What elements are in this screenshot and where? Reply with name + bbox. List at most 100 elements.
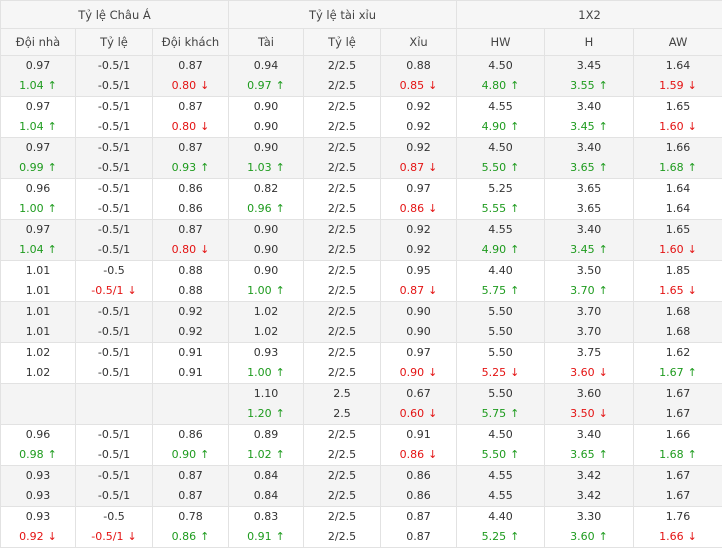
current-odds-value: 0.99 <box>19 158 44 178</box>
current-odds: -0.5/1 <box>76 322 152 342</box>
opening-odds: 1.10 <box>229 384 303 404</box>
current-odds: 3.45 <box>545 117 633 137</box>
current-odds-value: 0.96 <box>247 199 272 219</box>
current-odds-value: 2/2.5 <box>328 322 356 342</box>
current-odds: 0.93 <box>153 158 228 178</box>
opening-odds: 2/2.5 <box>304 302 380 322</box>
current-odds: 1.04 <box>1 76 75 96</box>
current-odds-value: 2/2.5 <box>328 158 356 178</box>
arrow-down-icon <box>200 117 209 137</box>
opening-odds: -0.5/1 <box>76 425 152 445</box>
current-odds-value: 1.01 <box>26 281 51 301</box>
cell-handicap: -0.5/1-0.5/1 <box>76 425 153 466</box>
current-odds: 1.04 <box>1 240 75 260</box>
current-odds-value: 2/2.5 <box>328 281 356 301</box>
current-odds <box>153 404 228 424</box>
opening-odds: 4.40 <box>457 261 544 281</box>
opening-odds: 0.90 <box>229 261 303 281</box>
current-odds: 0.98 <box>1 445 75 465</box>
opening-odds: 0.87 <box>153 466 228 486</box>
current-odds-value: 3.60 <box>570 527 595 547</box>
opening-odds: -0.5/1 <box>76 220 152 240</box>
opening-odds: 0.92 <box>381 97 456 117</box>
current-odds-value: 0.88 <box>178 281 203 301</box>
opening-odds: 2/2.5 <box>304 97 380 117</box>
current-odds: 2/2.5 <box>304 199 380 219</box>
opening-odds: -0.5/1 <box>76 302 152 322</box>
current-odds: 5.50 <box>457 158 544 178</box>
current-odds-value: 5.25 <box>482 363 507 383</box>
current-odds: 2/2.5 <box>304 486 380 506</box>
current-odds: 4.90 <box>457 117 544 137</box>
opening-odds: 4.50 <box>457 425 544 445</box>
opening-odds: -0.5/1 <box>76 138 152 158</box>
arrow-up-icon <box>599 240 608 260</box>
cell-handicap: -0.5/1-0.5/1 <box>76 56 153 97</box>
current-odds-value: 1.67 <box>666 404 691 424</box>
current-odds: 0.97 <box>229 76 303 96</box>
current-odds-value: 2/2.5 <box>328 486 356 506</box>
group-header-row: Tỷ lệ Châu Á Tỷ lệ tài xỉu 1X2 <box>1 1 722 29</box>
opening-odds: 3.60 <box>545 384 633 404</box>
odds-row: 1.021.02-0.5/1-0.5/10.910.910.931.002/2.… <box>1 343 722 384</box>
current-odds-value: 2/2.5 <box>328 199 356 219</box>
opening-odds: -0.5 <box>76 261 152 281</box>
opening-odds: 0.97 <box>1 138 75 158</box>
current-odds-value: 3.45 <box>570 240 595 260</box>
opening-odds: 0.90 <box>229 97 303 117</box>
current-odds: 3.50 <box>545 404 633 424</box>
current-odds: 2/2.5 <box>304 527 380 547</box>
opening-odds: -0.5/1 <box>76 179 152 199</box>
current-odds-value: 0.87 <box>406 527 431 547</box>
current-odds: 1.68 <box>634 445 722 465</box>
opening-odds: 2/2.5 <box>304 343 380 363</box>
current-odds: -0.5/1 <box>76 281 152 301</box>
opening-odds: 5.25 <box>457 179 544 199</box>
opening-odds: 0.87 <box>153 97 228 117</box>
current-odds-value: 1.59 <box>659 76 684 96</box>
cell-handicap: -0.5-0.5/1 <box>76 261 153 302</box>
current-odds: 5.50 <box>457 445 544 465</box>
arrow-down-icon <box>428 281 437 301</box>
current-odds-value: 2/2.5 <box>328 527 356 547</box>
arrow-up-icon <box>276 199 285 219</box>
current-odds-value: 0.86 <box>406 486 431 506</box>
opening-odds: 2/2.5 <box>304 220 380 240</box>
current-odds-value: 4.90 <box>482 240 507 260</box>
current-odds: -0.5/1 <box>76 199 152 219</box>
opening-odds: 0.90 <box>229 138 303 158</box>
arrow-down-icon <box>688 117 697 137</box>
current-odds: 0.90 <box>381 363 456 383</box>
current-odds: 0.92 <box>381 240 456 260</box>
current-odds: 2/2.5 <box>304 76 380 96</box>
cell-handicap: -0.5-0.5/1 <box>76 507 153 548</box>
arrow-up-icon <box>510 527 519 547</box>
col-home: Đội nhà <box>1 29 76 56</box>
opening-odds: 1.65 <box>634 220 722 240</box>
arrow-up-icon <box>276 404 285 424</box>
column-header-row: Đội nhà Tỷ lệ Đội khách Tài Tỷ lệ Xỉu HW… <box>1 29 722 56</box>
current-odds: -0.5/1 <box>76 76 152 96</box>
arrow-up-icon <box>276 281 285 301</box>
